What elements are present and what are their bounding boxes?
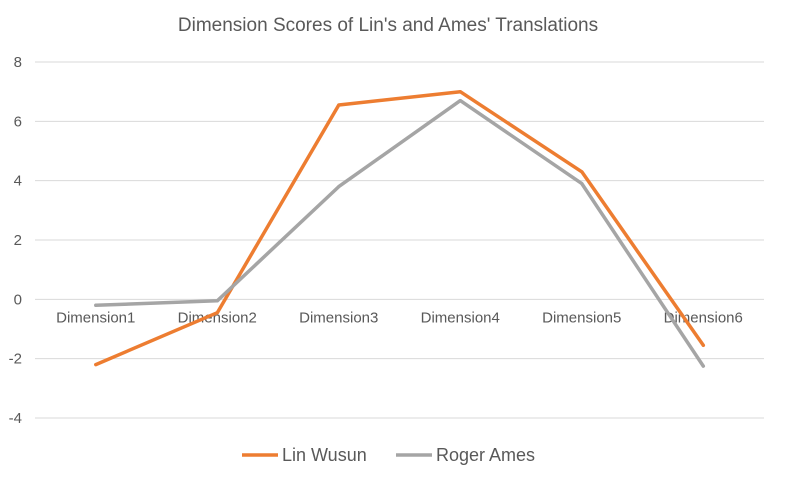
x-tick-label: Dimension5 [542, 309, 621, 326]
data-point [94, 303, 98, 307]
series-line-roger-ames [94, 98, 706, 368]
data-point [701, 364, 705, 368]
data-point [337, 103, 341, 107]
y-tick-label: 4 [14, 173, 22, 190]
data-point [215, 299, 219, 303]
data-point [458, 90, 462, 94]
y-tick-label: -4 [9, 410, 22, 427]
x-axis-ticks: Dimension1 Dimension2 Dimension3 Dimension4… [56, 309, 743, 326]
series-lines [94, 89, 706, 368]
data-point [701, 343, 705, 347]
x-tick-label: Dimension6 [664, 309, 743, 326]
x-tick-label: Dimension4 [421, 309, 500, 326]
y-tick-label: 8 [14, 54, 22, 71]
y-axis-ticks: -4 -2 0 2 4 6 8 [9, 54, 22, 427]
legend-label: Lin Wusun [282, 445, 367, 465]
data-point [94, 363, 98, 367]
y-tick-label: -2 [9, 351, 22, 368]
data-point [337, 185, 341, 189]
y-tick-label: 6 [14, 113, 22, 130]
x-tick-label: Dimension3 [299, 309, 378, 326]
chart-title: Dimension Scores of Lin's and Ames' Tran… [178, 15, 598, 36]
legend-item: Roger Ames [396, 445, 535, 465]
series-line-lin-wusun [94, 89, 706, 367]
y-tick-label: 0 [14, 291, 22, 308]
x-tick-label: Dimension1 [56, 309, 135, 326]
y-tick-label: 2 [14, 232, 22, 249]
legend-label: Roger Ames [436, 445, 535, 465]
data-point [580, 182, 584, 186]
data-point [215, 311, 219, 315]
gridlines [35, 61, 764, 419]
data-point [458, 99, 462, 103]
legend-item: Lin Wusun [242, 445, 367, 465]
legend: Lin Wusun Roger Ames [242, 445, 535, 465]
data-point [580, 170, 584, 174]
